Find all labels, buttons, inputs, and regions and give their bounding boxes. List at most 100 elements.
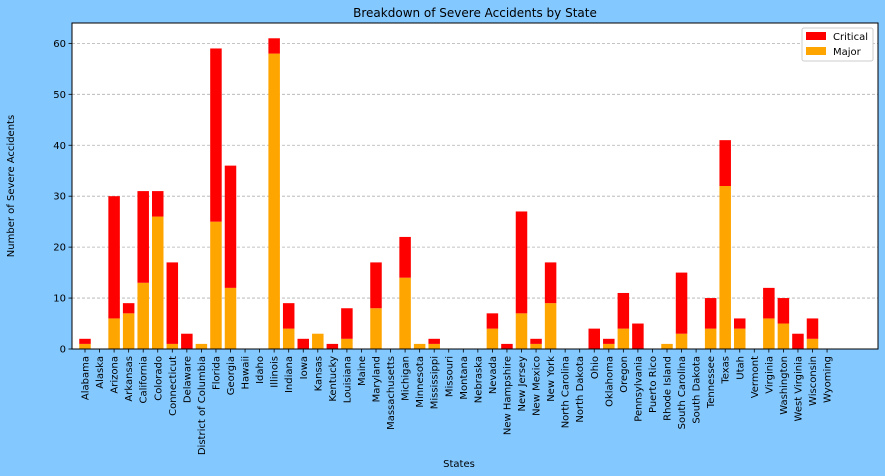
bar-critical [777, 298, 790, 324]
plot-background [72, 23, 878, 349]
bar-major [79, 343, 91, 349]
bar-major [137, 282, 149, 349]
x-tick-label: North Carolina [561, 356, 572, 428]
x-tick-label: Oregon [619, 356, 630, 393]
x-tick-label: Ohio [590, 356, 601, 379]
bar-major [617, 328, 630, 349]
bar-critical [181, 333, 193, 349]
bar-critical [210, 48, 222, 222]
bar-critical [282, 303, 295, 329]
x-tick-label: Iowa [299, 356, 310, 379]
bar-critical [806, 318, 819, 339]
x-tick-label: Missouri [444, 356, 455, 397]
bar-critical [326, 343, 339, 349]
x-tick-label: Minnesota [415, 356, 426, 408]
bar-critical [675, 272, 688, 334]
x-tick-label: New Hampshire [502, 356, 513, 435]
y-axis: 0 10 20 30 40 50 60 [53, 39, 72, 356]
x-tick-label: West Virginia [793, 356, 804, 421]
bar-major [704, 328, 717, 349]
bar-major [195, 343, 208, 349]
x-tick-label: Mississippi [430, 356, 441, 409]
bar-critical [428, 338, 440, 344]
x-tick-label: District of Columbia [197, 356, 208, 455]
x-tick-label: California [139, 356, 150, 404]
x-tick-label: Montana [459, 356, 470, 400]
x-tick-label: Vermont [750, 356, 761, 398]
bar-critical [486, 313, 499, 329]
bar-major [341, 338, 353, 349]
bar-critical [734, 318, 746, 329]
bar-critical [544, 262, 557, 304]
bar-critical [152, 191, 164, 217]
legend: Critical Major [801, 27, 874, 62]
bar-major [675, 333, 688, 349]
x-tick-label: Alaska [95, 356, 106, 389]
bar-major [122, 313, 135, 349]
legend-label-major: Major [833, 47, 862, 58]
bar-major [486, 328, 499, 349]
bar-critical [370, 262, 382, 309]
bar-critical [166, 262, 179, 344]
x-tick-label: Nevada [488, 356, 499, 394]
bar-critical [341, 308, 353, 339]
x-tick-label: Kansas [313, 356, 324, 391]
x-tick-label: Wisconsin [808, 356, 819, 406]
x-tick-label: Puerto Rico [648, 356, 659, 413]
y-tick-label: 30 [53, 192, 66, 203]
x-tick-label: Indiana [284, 356, 295, 393]
x-tick-label: Pennsylvania [633, 356, 644, 422]
x-tick-label: Rhode Island [663, 356, 674, 421]
bars [79, 38, 819, 349]
bar-major [530, 343, 542, 349]
x-tick-label: Nebraska [473, 356, 484, 403]
bar-critical [530, 338, 542, 344]
x-tick-label: New Jersey [517, 356, 528, 412]
bar-major [734, 328, 746, 349]
bar-major [399, 277, 411, 349]
x-tick-label: Kentucky [328, 356, 339, 402]
bar-major [428, 343, 440, 349]
y-tick-label: 60 [53, 39, 66, 50]
bar-critical [763, 287, 775, 319]
x-tick-label: Florida [211, 356, 222, 390]
x-tick-label: Idaho [255, 356, 266, 384]
x-tick-label: Michigan [401, 356, 412, 401]
bar-critical [268, 38, 280, 54]
legend-swatch-major [806, 47, 826, 55]
x-tick-label: South Carolina [677, 356, 688, 429]
bar-critical [617, 292, 630, 329]
bar-critical [297, 338, 309, 349]
x-tick-label: Hawaii [241, 356, 252, 390]
bar-critical [224, 165, 237, 288]
x-tick-label: Texas [721, 356, 732, 385]
x-tick-label: North Dakota [575, 356, 586, 423]
bar-major [108, 318, 120, 349]
y-tick-label: 20 [53, 243, 66, 254]
bar-critical [792, 333, 804, 349]
bar-major [268, 53, 280, 349]
x-tick-label: Washington [779, 356, 790, 415]
y-tick-label: 0 [60, 345, 66, 356]
bar-major [763, 318, 775, 349]
y-axis-title: Number of Severe Accidents [6, 115, 17, 257]
bar-critical [632, 323, 644, 349]
x-tick-label: Maine [357, 356, 368, 386]
x-tick-label: Connecticut [168, 356, 179, 416]
x-tick-label: Georgia [226, 356, 237, 395]
bar-critical [137, 191, 149, 283]
bar-major [370, 308, 382, 349]
bar-major [661, 343, 673, 349]
bar-major [719, 186, 731, 349]
x-tick-label: Massachusetts [386, 356, 397, 430]
bar-critical [719, 140, 731, 186]
legend-swatch-critical [806, 32, 826, 40]
x-tick-label: South Dakota [692, 356, 703, 424]
bar-critical [603, 338, 615, 344]
bar-critical [122, 303, 135, 314]
bar-critical [399, 236, 411, 278]
bar-critical [108, 196, 120, 319]
x-tick-label: Utah [735, 356, 746, 380]
x-tick-label: Virginia [764, 356, 775, 394]
bar-major [413, 343, 426, 349]
